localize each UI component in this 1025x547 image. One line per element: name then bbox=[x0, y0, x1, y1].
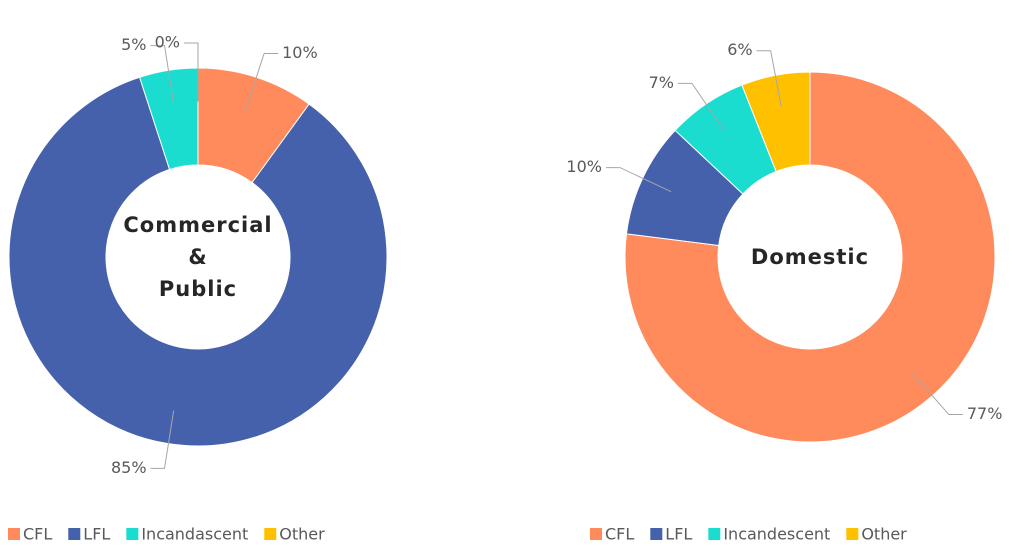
legend-swatch bbox=[650, 528, 663, 540]
donut-segment bbox=[741, 71, 811, 173]
legend-swatch bbox=[68, 528, 81, 540]
center-label: Commercial & Public bbox=[123, 213, 273, 301]
leader-line bbox=[605, 167, 672, 193]
legend-swatch bbox=[846, 528, 859, 540]
data-label: 0% bbox=[155, 33, 180, 52]
data-label: 6% bbox=[727, 40, 752, 59]
legend-swatch bbox=[126, 528, 139, 540]
leader-line bbox=[150, 410, 175, 469]
donut-segment bbox=[8, 76, 388, 447]
legend-label: LFL bbox=[83, 525, 110, 544]
data-label: 5% bbox=[121, 35, 146, 54]
leader-line bbox=[911, 371, 963, 416]
leader-line bbox=[677, 82, 725, 131]
legend-swatch bbox=[708, 528, 721, 540]
legend-label: LFL bbox=[665, 525, 692, 544]
data-label: 10% bbox=[566, 157, 602, 176]
leader-line bbox=[756, 50, 782, 107]
legend-swatch bbox=[590, 528, 602, 540]
legend-swatch bbox=[8, 528, 20, 540]
leader-line bbox=[245, 52, 279, 110]
data-label: 10% bbox=[282, 43, 318, 62]
legend-label: CFL bbox=[23, 525, 52, 544]
legend-label: Incandascent bbox=[141, 525, 248, 544]
legend-label: Other bbox=[279, 525, 325, 544]
center-label: Domestic bbox=[750, 245, 870, 269]
data-label: 7% bbox=[649, 73, 674, 92]
donut-segment bbox=[624, 71, 996, 443]
data-label: 77% bbox=[967, 404, 1003, 423]
legend-label: CFL bbox=[605, 525, 634, 544]
leader-line bbox=[184, 42, 199, 102]
legend-label: Incandescent bbox=[723, 525, 830, 544]
legend-swatch bbox=[264, 528, 277, 540]
data-label: 85% bbox=[111, 458, 147, 477]
leader-line bbox=[150, 45, 175, 104]
legend-label: Other bbox=[861, 525, 907, 544]
